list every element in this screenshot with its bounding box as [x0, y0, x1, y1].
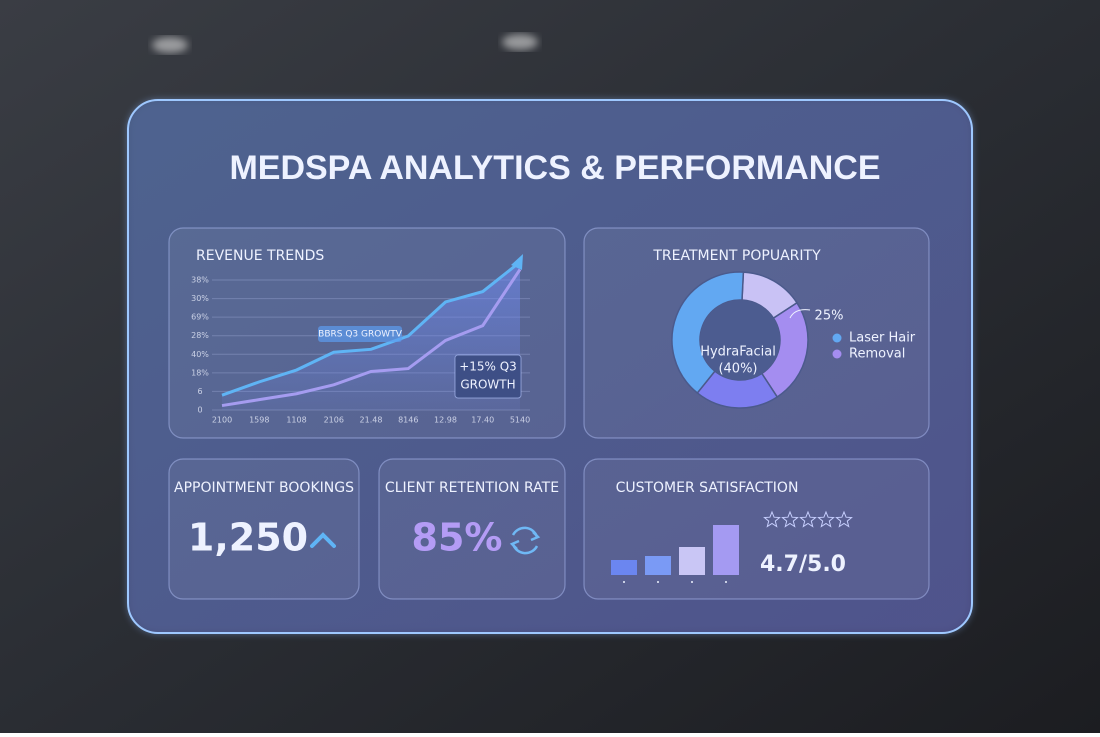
bar-tick: [623, 581, 625, 583]
x-tick-label: 21.48: [360, 416, 383, 425]
y-tick-label: 0: [197, 406, 202, 415]
score: 4.7/5.0: [760, 552, 846, 577]
line: [221, 260, 521, 397]
x-tick-label: 17.40: [471, 416, 494, 425]
area: [222, 262, 520, 410]
refresh-icon: [509, 526, 541, 555]
center-label: HydraFacial: [700, 345, 776, 360]
y-tick-label: 69%: [191, 313, 209, 322]
x-tick-label: 12.98: [434, 416, 457, 425]
leader-line: [789, 309, 811, 319]
annotation: GROWTH: [460, 378, 515, 392]
bar: [679, 547, 705, 575]
ceiling-light: [152, 37, 188, 53]
bar: [645, 556, 671, 575]
bar-tick: [725, 581, 727, 583]
card-title: APPOINTMENT BOOKINGS: [174, 480, 354, 496]
y-tick-label: 18%: [191, 368, 209, 377]
y-tick-label: 6: [197, 387, 202, 396]
bar: [713, 525, 739, 575]
x-tick-label: 8146: [398, 416, 418, 425]
card-title: TREATMENT POPUARITY: [652, 248, 821, 264]
x-tick-label: 1598: [249, 416, 269, 425]
annotation: BBRS Q3 GROWTV: [318, 330, 403, 340]
bar-tick: [691, 581, 693, 583]
x-tick-label: 2106: [324, 416, 344, 425]
panel: [127, 99, 973, 634]
star: [781, 510, 799, 528]
star: [799, 510, 817, 528]
line: [221, 268, 522, 408]
y-tick-label: 40%: [191, 350, 209, 359]
arrow-head: [511, 254, 523, 270]
star: [817, 510, 835, 528]
card: [168, 458, 360, 600]
annotation-box: [318, 326, 402, 342]
y-tick-label: 30%: [191, 294, 209, 303]
up-icon: [310, 532, 336, 548]
legend-label: Removal: [849, 347, 905, 362]
bar-tick: [657, 581, 659, 583]
legend-dot: [832, 349, 842, 359]
title: MEDSPA ANALYTICS & PERFORMANCE: [229, 149, 880, 187]
kpi-value: 85%: [412, 516, 503, 560]
card-title: CLIENT RETENTION RATE: [385, 480, 559, 496]
star: [835, 510, 853, 528]
star: [763, 510, 781, 528]
annotation-box: [454, 354, 522, 399]
ceiling-light: [502, 34, 538, 50]
card-title: CUSTOMER SATISFACTION: [616, 480, 799, 496]
donut-hole: [700, 300, 780, 380]
card-title: REVENUE TRENDS: [196, 248, 324, 264]
x-tick-label: 2100: [212, 416, 232, 425]
legend-label: Laser Hair: [849, 331, 916, 346]
center-label: (40%): [718, 362, 757, 377]
card: [378, 458, 566, 600]
y-tick-label: 28%: [191, 331, 209, 340]
annotation: +15% Q3: [459, 360, 517, 374]
value-label: 25%: [815, 309, 844, 324]
x-tick-label: 1108: [286, 416, 306, 425]
kpi-value: 1,250: [188, 516, 308, 560]
x-tick-label: 5140: [510, 416, 530, 425]
legend-dot: [832, 333, 842, 343]
y-tick-label: 38%: [191, 276, 209, 285]
stars: [763, 510, 853, 528]
bar: [611, 560, 637, 575]
